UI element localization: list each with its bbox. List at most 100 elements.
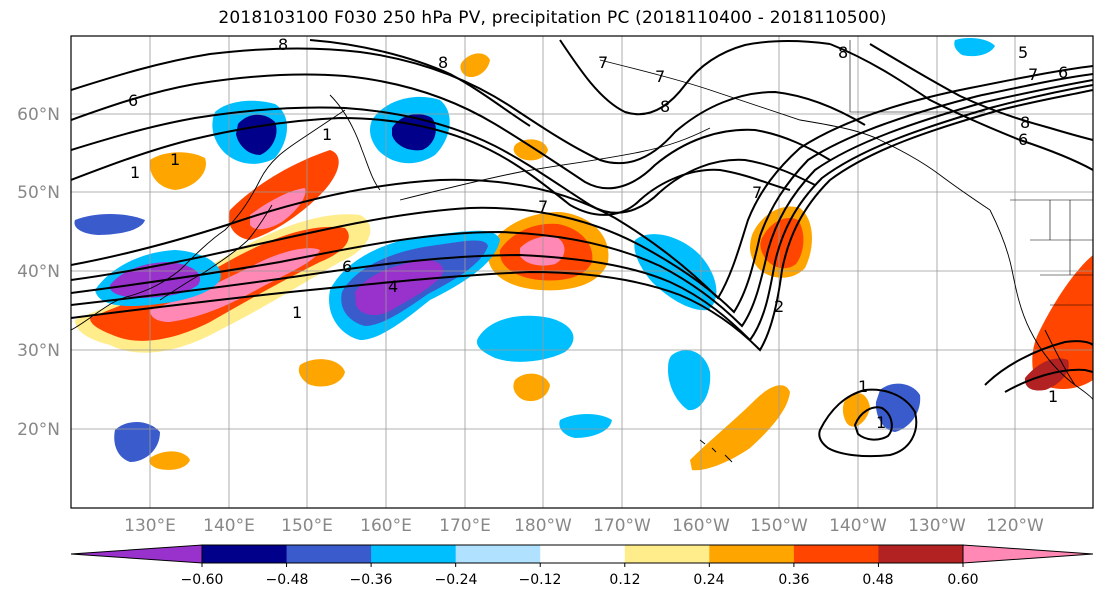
negative-anomaly-135e xyxy=(114,421,160,462)
pv-contour-7 xyxy=(71,106,816,214)
colorbar-tick-label: 0.48 xyxy=(862,572,893,588)
latitude-labels: 60°N 50°N 40°N 30°N 20°N xyxy=(17,105,60,440)
contour-label: 8 xyxy=(278,35,288,54)
contour-label: 7 xyxy=(598,53,608,72)
lon-label: 150°E xyxy=(281,516,333,536)
lat-label: 30°N xyxy=(17,341,60,361)
contour-label: 8 xyxy=(1020,113,1030,132)
contour-label: 1 xyxy=(858,377,868,396)
colorbar-tick-labels: −0.60 −0.48 −0.36 −0.24 −0.12 0.12 0.24 … xyxy=(181,572,979,588)
contour-label: 6 xyxy=(1058,63,1068,82)
contour-label: 2 xyxy=(774,297,784,316)
pv-contour-2 xyxy=(71,84,1093,342)
positive-anomaly-scattered-3 xyxy=(149,451,190,470)
lat-label: 20°N xyxy=(17,420,60,440)
positive-anomaly-scattered-2 xyxy=(298,359,345,387)
contour-label: 7 xyxy=(1028,65,1038,84)
hawaii-islands xyxy=(699,439,733,463)
graticule xyxy=(71,36,1093,508)
colorbar-extend-high xyxy=(963,545,1093,563)
coastline-baja xyxy=(1044,329,1076,386)
map-title: 2018103100 F030 250 hPa PV, precipitatio… xyxy=(218,8,887,28)
colorbar-tick-label: −0.36 xyxy=(350,572,393,588)
colorbar-tick-label: 0.60 xyxy=(947,572,978,588)
colorbar-cell xyxy=(793,545,879,563)
positive-anomaly-hawaii xyxy=(690,385,790,471)
positive-anomaly-siberia xyxy=(149,152,206,190)
pv-contour-10 xyxy=(309,39,531,127)
pv-contour-14 xyxy=(818,388,918,458)
lon-label: 160°E xyxy=(360,516,412,536)
lon-label: 130°E xyxy=(124,516,176,536)
negative-anomaly-160w xyxy=(668,350,711,411)
lon-label: 120°W xyxy=(986,516,1044,536)
negative-anomaly-160e-core xyxy=(355,260,444,316)
colorbar-tick-label: 0.24 xyxy=(693,572,724,588)
colorbar-cell xyxy=(286,545,372,563)
colorbar-cells xyxy=(71,545,1093,563)
state-borders xyxy=(849,40,1093,306)
contour-label: 1 xyxy=(322,125,332,144)
colorbar-cell xyxy=(455,545,541,563)
pv-contour-1 xyxy=(71,89,1093,352)
colorbar-cell xyxy=(540,545,626,563)
contour-label: 1 xyxy=(1048,387,1058,406)
colorbar-extend-low xyxy=(71,545,202,563)
contour-label: 4 xyxy=(388,277,398,296)
map-panel: 8 8 8 7 6 1 1 7 1 7 6 4 1 7 2 8 6 5 7 6 xyxy=(70,35,1094,509)
contour-label: 1 xyxy=(876,413,886,432)
pv-contour-15 xyxy=(853,406,893,441)
pv-contour-6 xyxy=(71,116,791,216)
contour-label: 7 xyxy=(538,197,548,216)
negative-anomaly-170e xyxy=(559,414,612,438)
lon-label: 160°W xyxy=(672,516,730,536)
coastline-aleutians xyxy=(399,127,711,201)
contour-label: 6 xyxy=(128,91,138,110)
positive-anomaly-scattered-6 xyxy=(513,139,548,161)
lon-label: 140°E xyxy=(203,516,255,536)
positive-anomaly-scattered-1 xyxy=(513,373,550,402)
contour-label: 8 xyxy=(438,53,448,72)
contour-label: 6 xyxy=(1018,130,1028,149)
colorbar-tick-label: −0.24 xyxy=(435,572,478,588)
pv-contour-5 xyxy=(71,65,1093,300)
colorbar-cell xyxy=(878,545,964,563)
colorbar-frame xyxy=(201,544,964,564)
pv-contour-9 xyxy=(71,47,866,165)
contour-label: 5 xyxy=(1018,43,1028,62)
pv-contour-12 xyxy=(829,43,1093,171)
pv-contour-17 xyxy=(1004,368,1093,393)
positive-anomaly-180-max xyxy=(520,236,565,266)
pv-contours xyxy=(71,39,1093,458)
colorbar-cell xyxy=(371,545,457,563)
pv-contour-3 xyxy=(71,79,1093,328)
lon-label: 170°E xyxy=(439,516,491,536)
negative-anomaly-ne-corner xyxy=(954,38,995,57)
longitude-labels: 130°E 140°E 150°E 160°E 170°E 180°W 170°… xyxy=(124,516,1044,536)
colorbar-cell xyxy=(709,545,795,563)
colorbar-tick-label: −0.12 xyxy=(519,572,562,588)
colorbar-cell xyxy=(624,545,710,563)
positive-anomaly-scattered-5 xyxy=(460,53,490,78)
contour-label: 6 xyxy=(342,257,352,276)
coastlines xyxy=(71,40,1093,463)
colorbar-ticks xyxy=(201,563,964,567)
contour-label: 8 xyxy=(838,43,848,62)
coastline-north-america xyxy=(989,209,1093,401)
lon-label: 140°W xyxy=(829,516,887,536)
pv-contour-labels: 8 8 8 7 6 1 1 7 1 7 6 4 1 7 2 8 6 5 7 6 xyxy=(128,35,1068,432)
contour-label: 1 xyxy=(170,150,180,169)
positive-anomaly-150w-core xyxy=(760,218,804,269)
coastline-alaska xyxy=(599,59,991,211)
positive-anomaly-baja xyxy=(1032,255,1093,389)
lon-label: 180°W xyxy=(514,516,572,536)
contour-label: 1 xyxy=(130,163,140,182)
negative-anomaly-hi-res xyxy=(875,383,921,432)
lon-label: 130°W xyxy=(908,516,966,536)
lat-label: 60°N xyxy=(17,105,60,125)
pv-contour-16 xyxy=(984,340,1093,386)
contour-label: 7 xyxy=(752,183,762,202)
lon-label: 170°W xyxy=(593,516,651,536)
contour-label: 1 xyxy=(292,303,302,322)
contour-label: 8 xyxy=(660,97,670,116)
